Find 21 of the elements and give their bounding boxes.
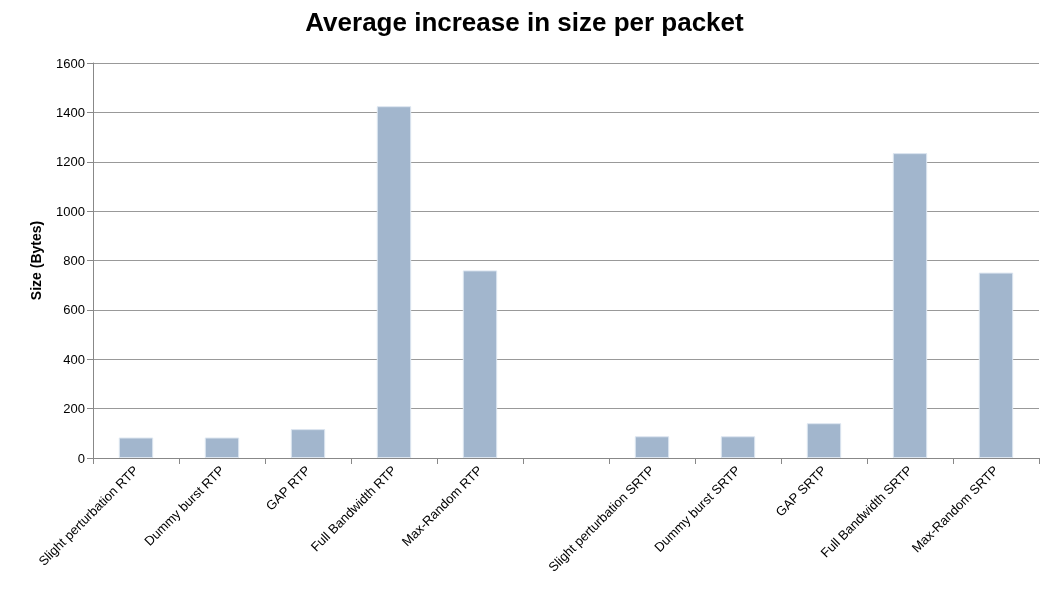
- y-tick-label: 1600: [56, 55, 85, 71]
- y-tick-label: 200: [63, 401, 85, 417]
- bar: [720, 436, 756, 458]
- bar: [806, 423, 842, 458]
- bar: [204, 437, 240, 458]
- bar: [892, 153, 928, 458]
- y-tick-label: 400: [63, 351, 85, 367]
- y-tick-label: 1000: [56, 203, 85, 219]
- y-tick-label: 0: [77, 450, 85, 466]
- y-tick-label: 1200: [56, 154, 85, 170]
- y-tick-label: 1400: [56, 104, 85, 120]
- bar: [376, 106, 412, 458]
- y-tick-label: 800: [63, 253, 85, 268]
- bar: [118, 437, 154, 458]
- bar: [290, 429, 326, 458]
- y-axis-title: Size (Bytes): [28, 220, 44, 301]
- bar: [462, 270, 498, 458]
- bar: [634, 436, 670, 458]
- y-tick-label: 600: [63, 302, 85, 318]
- chart-title: Average increase in size per packet: [305, 7, 745, 37]
- bar: [978, 272, 1014, 458]
